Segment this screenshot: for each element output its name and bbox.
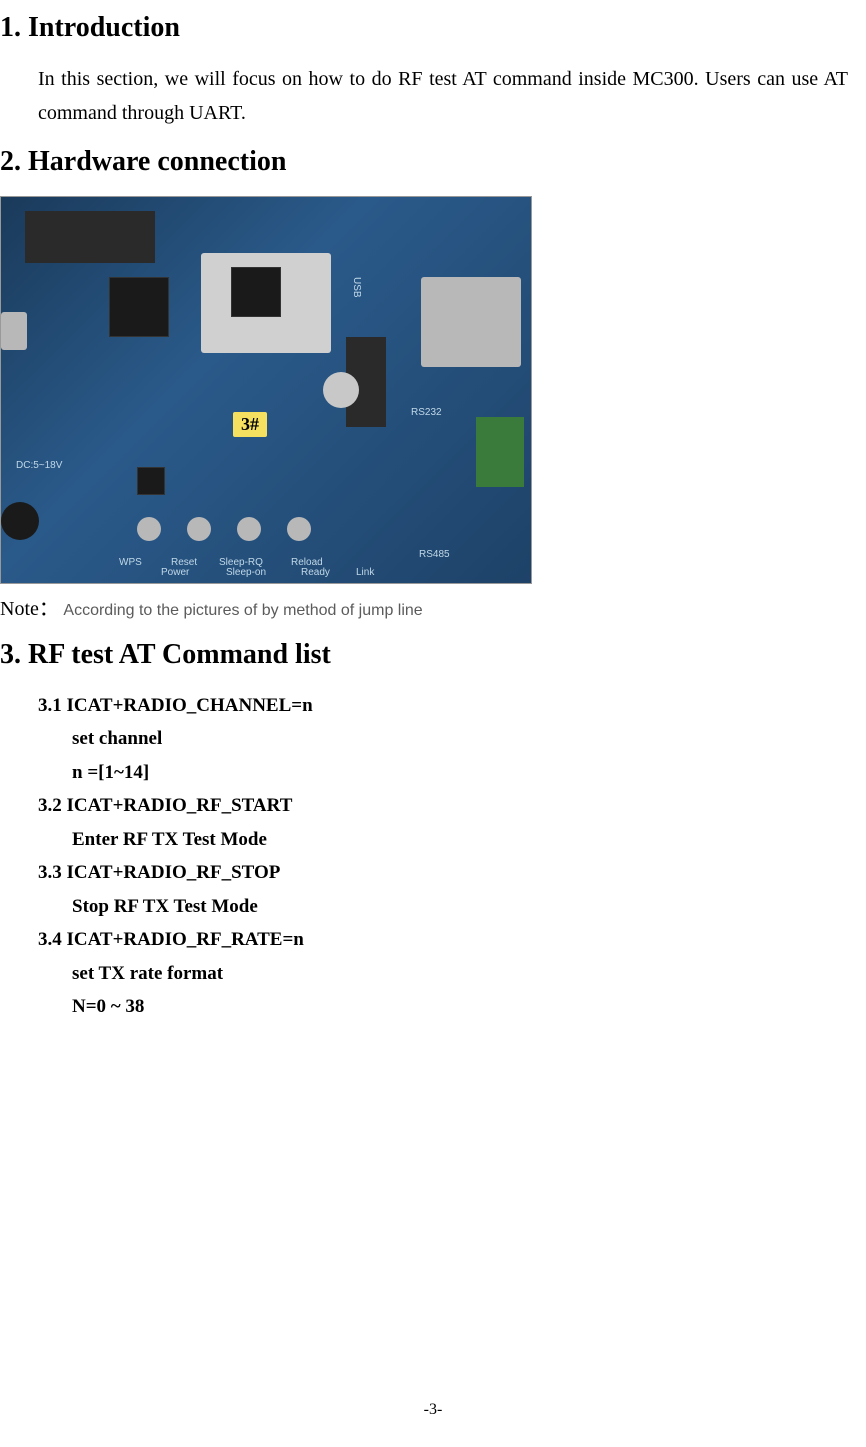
command-3-3: 3.3 ICAT+RADIO_RF_STOP <box>38 856 848 889</box>
section-2-heading: 2. Hardware connection <box>0 146 848 178</box>
command-desc: set channel <box>72 722 848 755</box>
command-desc: N=0 ~ 38 <box>72 990 848 1023</box>
command-num: 3.4 <box>38 929 62 950</box>
command-list: 3.1 ICAT+RADIO_CHANNEL=n set channel n =… <box>38 689 848 1023</box>
command-desc: set TX rate format <box>72 957 848 990</box>
command-num: 3.3 <box>38 862 62 883</box>
command-text: ICAT+RADIO_RF_START <box>67 795 293 816</box>
command-desc: Stop RF TX Test Mode <box>72 890 848 923</box>
command-desc: n =[1~14] <box>72 756 848 789</box>
command-3-1: 3.1 ICAT+RADIO_CHANNEL=n <box>38 689 848 722</box>
page-number: -3- <box>0 1401 866 1419</box>
command-3-4: 3.4 ICAT+RADIO_RF_RATE=n <box>38 923 848 956</box>
command-text: ICAT+RADIO_CHANNEL=n <box>67 695 313 716</box>
command-num: 3.1 <box>38 695 62 716</box>
note-text: According to the pictures of by method o… <box>63 602 422 619</box>
note-line: Note： According to the pictures of by me… <box>0 592 848 621</box>
command-desc: Enter RF TX Test Mode <box>72 823 848 856</box>
board-number-label: 3# <box>233 412 267 437</box>
command-3-2: 3.2 ICAT+RADIO_RF_START <box>38 789 848 822</box>
command-text: ICAT+RADIO_RF_STOP <box>67 862 281 883</box>
note-label: Note： <box>0 598 59 620</box>
section-1-heading: 1. Introduction <box>0 12 848 44</box>
section-1-text: In this section, we will focus on how to… <box>38 62 848 130</box>
hardware-board-image: WPS Reset Sleep-RQ Reload Power Sleep-on… <box>0 196 532 584</box>
command-num: 3.2 <box>38 795 62 816</box>
command-text: ICAT+RADIO_RF_RATE=n <box>67 929 304 950</box>
section-3-heading: 3. RF test AT Command list <box>0 639 848 671</box>
